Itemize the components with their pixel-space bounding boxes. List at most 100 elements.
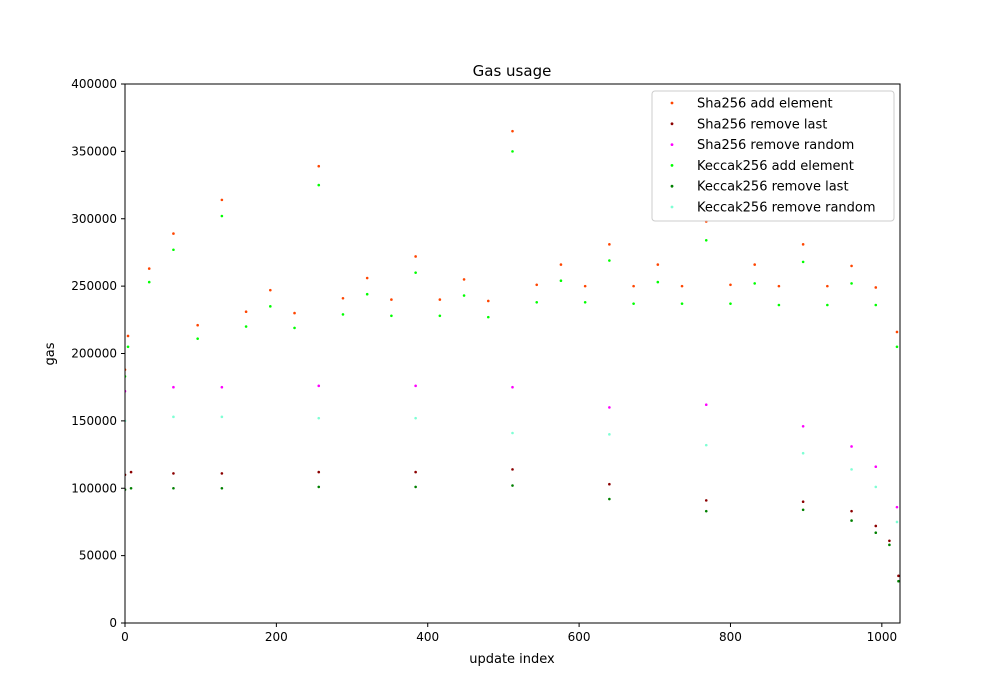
data-point	[196, 323, 199, 327]
data-point	[680, 284, 684, 288]
data-point	[704, 239, 708, 242]
x-tick-label: 1000	[867, 630, 898, 644]
data-point	[608, 482, 611, 486]
legend-marker	[670, 164, 674, 167]
data-point	[850, 264, 853, 268]
data-point	[341, 313, 345, 316]
data-point	[897, 574, 900, 578]
data-point	[608, 406, 611, 409]
data-point	[172, 385, 175, 389]
data-point	[632, 284, 635, 288]
series-4	[125, 484, 900, 583]
legend-marker	[670, 184, 674, 188]
data-point	[511, 468, 514, 471]
data-point	[608, 243, 611, 246]
data-point	[438, 298, 442, 301]
data-point	[147, 267, 151, 270]
y-tick-label: 150000	[71, 414, 117, 428]
data-point	[317, 164, 321, 168]
data-point	[729, 283, 732, 287]
series-3	[125, 150, 899, 378]
data-point	[559, 263, 563, 266]
data-point	[244, 310, 248, 314]
data-point	[341, 296, 345, 300]
legend-marker	[670, 101, 674, 105]
data-point	[414, 416, 417, 420]
x-tick-label: 400	[416, 630, 439, 644]
data-point	[874, 524, 878, 528]
legend-marker	[670, 122, 674, 126]
data-point	[390, 298, 393, 301]
data-point	[317, 470, 321, 474]
y-tick-label: 200000	[71, 347, 117, 361]
data-point	[317, 416, 321, 420]
data-point	[317, 384, 321, 388]
data-point	[486, 315, 490, 319]
legend-frame	[651, 90, 895, 222]
data-point	[365, 276, 369, 280]
data-point	[220, 214, 224, 218]
series-1	[125, 468, 900, 578]
legend: Sha256 add element Sha256 remove last Sha2…	[651, 90, 895, 222]
data-point	[801, 451, 805, 455]
data-point	[874, 286, 878, 289]
y-axis-label: gas	[43, 342, 58, 365]
x-tick-label: 800	[719, 630, 742, 644]
data-point	[874, 485, 878, 489]
data-point	[801, 508, 805, 512]
x-tick-label: 600	[568, 630, 591, 644]
legend-marker	[670, 143, 674, 147]
data-point	[172, 486, 175, 490]
data-point	[414, 255, 417, 258]
data-point	[608, 433, 611, 436]
data-point	[608, 497, 611, 501]
data-point	[801, 500, 805, 504]
data-point	[220, 472, 224, 475]
data-point	[129, 470, 133, 474]
data-point	[220, 385, 224, 389]
chart-title: Gas usage	[473, 62, 552, 80]
legend-entry: Keccak256 remove random	[697, 201, 876, 216]
data-point	[220, 198, 224, 202]
x-tick-label: 200	[265, 630, 288, 644]
y-axis: 0 50000 100000 150000 200000 250000 300000 3500…	[71, 77, 125, 630]
data-point	[293, 326, 296, 330]
data-point	[414, 384, 417, 388]
data-point	[583, 284, 587, 288]
data-point	[172, 232, 175, 235]
data-point	[390, 314, 393, 318]
data-point	[317, 183, 321, 187]
y-tick-label: 100000	[71, 481, 117, 495]
data-point	[220, 415, 224, 419]
data-point	[777, 284, 781, 288]
data-point	[874, 303, 878, 307]
data-point	[511, 150, 514, 153]
data-point	[269, 288, 272, 292]
legend-entry: Keccak256 remove last	[697, 180, 849, 195]
data-point	[656, 280, 660, 284]
data-point	[414, 470, 417, 474]
data-point	[729, 302, 732, 305]
data-point	[801, 260, 805, 264]
y-tick-label: 300000	[71, 212, 117, 226]
data-point	[583, 300, 587, 304]
data-point	[704, 403, 708, 407]
data-point	[172, 472, 175, 475]
data-point	[632, 302, 635, 305]
data-point	[126, 334, 130, 338]
data-point	[511, 385, 514, 389]
data-point	[414, 485, 417, 489]
data-point	[293, 311, 296, 315]
data-point	[704, 499, 708, 502]
data-point	[801, 424, 805, 428]
data-point	[897, 579, 900, 583]
data-point	[511, 129, 514, 133]
data-point	[220, 486, 224, 490]
data-point	[462, 294, 466, 297]
data-point	[196, 337, 199, 340]
plot-area	[125, 129, 900, 583]
data-point	[269, 305, 272, 308]
data-point	[486, 299, 490, 303]
y-tick-label: 400000	[71, 77, 117, 91]
